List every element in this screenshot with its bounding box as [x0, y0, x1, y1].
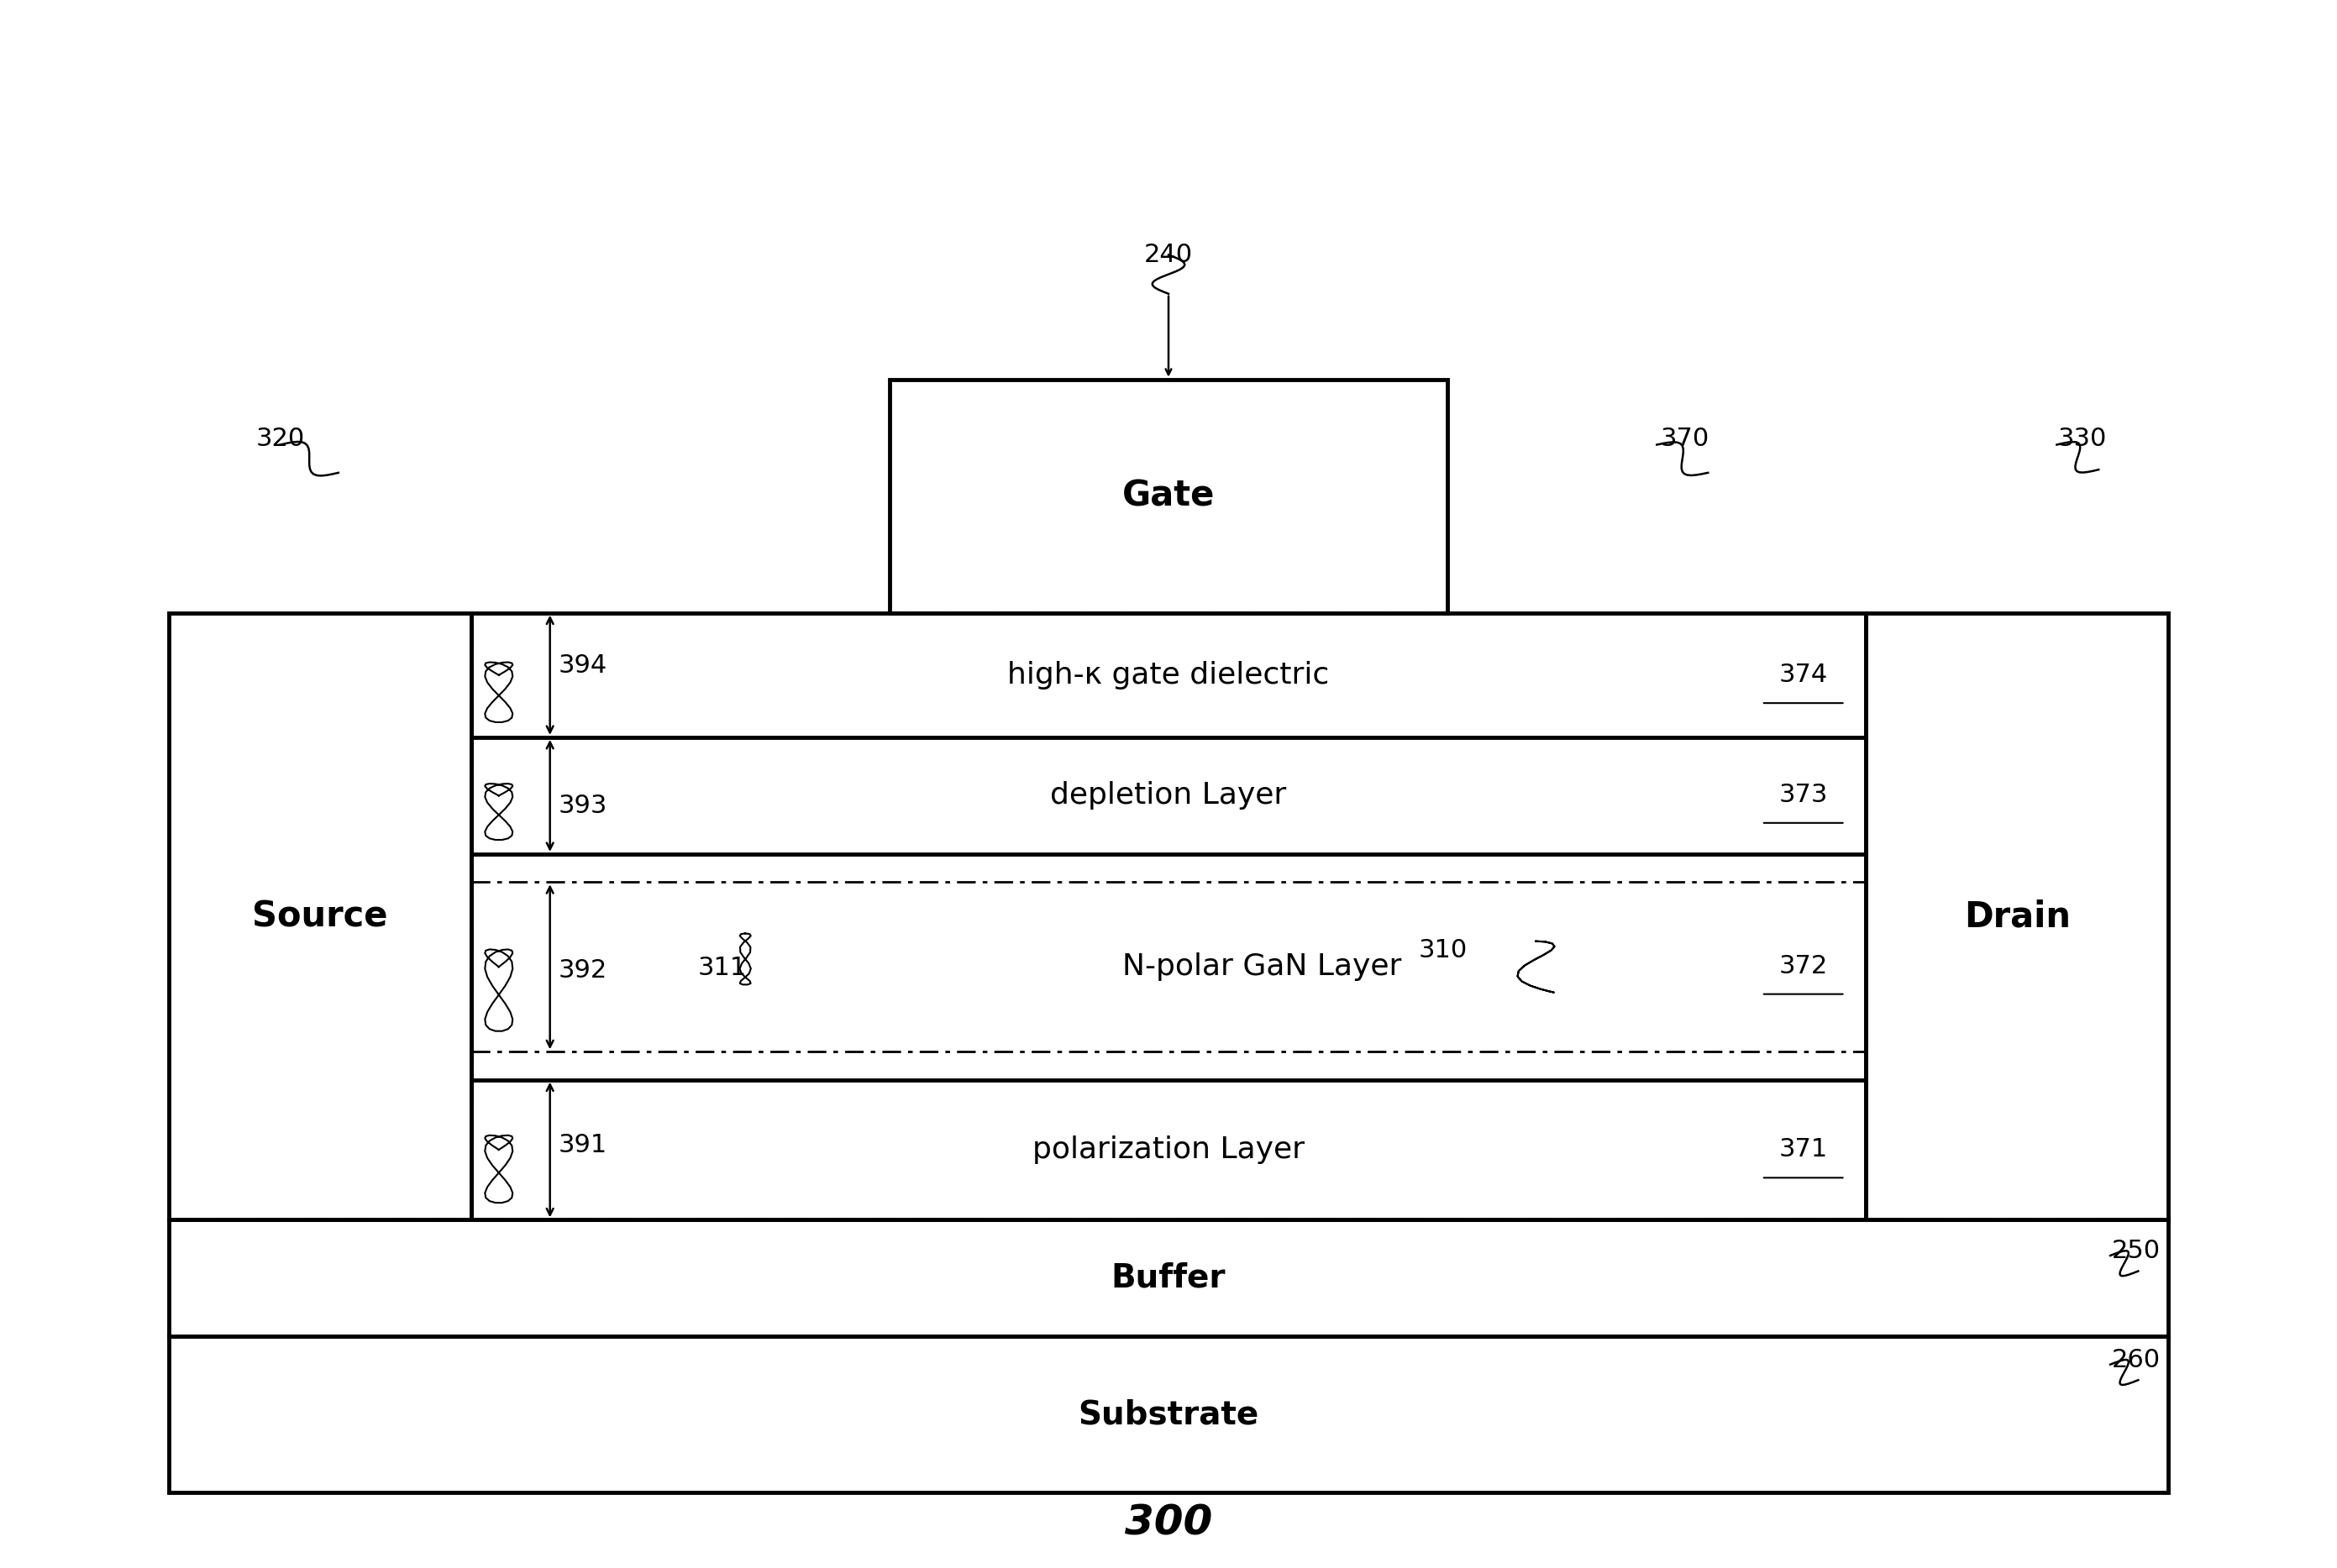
Text: 393: 393 — [559, 793, 608, 818]
Text: polarization Layer: polarization Layer — [1033, 1135, 1304, 1163]
Bar — [890, 379, 1447, 613]
Text: Substrate: Substrate — [1077, 1399, 1260, 1430]
Text: Source: Source — [252, 898, 388, 935]
Text: depletion Layer: depletion Layer — [1049, 781, 1288, 811]
Bar — [168, 1220, 2169, 1336]
Text: 392: 392 — [559, 958, 608, 983]
Text: 310: 310 — [1419, 938, 1468, 963]
Bar — [1867, 613, 2169, 1220]
Text: 330: 330 — [2059, 426, 2108, 450]
Text: N-polar GaN Layer: N-polar GaN Layer — [1122, 953, 1402, 982]
Text: 260: 260 — [2110, 1347, 2159, 1372]
Text: 311: 311 — [696, 955, 746, 980]
Bar — [168, 613, 470, 1220]
Text: Buffer: Buffer — [1110, 1262, 1227, 1294]
Text: 394: 394 — [559, 654, 608, 677]
Text: 320: 320 — [255, 426, 304, 450]
Text: 240: 240 — [1145, 243, 1192, 267]
Text: 391: 391 — [559, 1134, 608, 1157]
Text: 372: 372 — [1778, 953, 1828, 978]
Text: 371: 371 — [1778, 1137, 1828, 1162]
Text: 373: 373 — [1778, 782, 1828, 808]
Text: 300: 300 — [1124, 1504, 1213, 1543]
Text: 250: 250 — [2110, 1239, 2159, 1264]
Text: Drain: Drain — [1963, 898, 2071, 935]
Bar — [470, 613, 1867, 1220]
Bar — [168, 1336, 2169, 1493]
Text: 374: 374 — [1778, 663, 1828, 687]
Text: high-κ gate dielectric: high-κ gate dielectric — [1007, 660, 1330, 690]
Text: 370: 370 — [1659, 426, 1708, 450]
Text: Gate: Gate — [1122, 478, 1215, 514]
